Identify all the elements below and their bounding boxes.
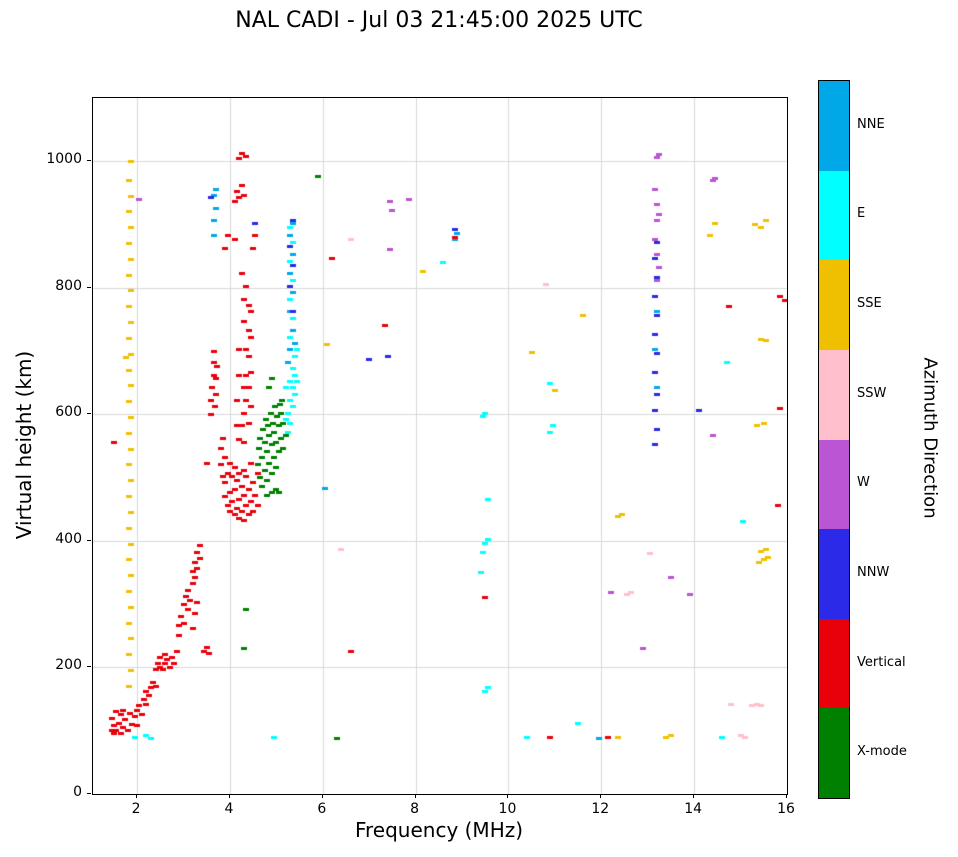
colorbar-label-e: E	[857, 206, 866, 222]
colorbar-segment-x-mode	[819, 708, 849, 798]
x-tick-label: 6	[317, 801, 327, 817]
colorbar-segment-nnw	[819, 529, 849, 619]
y-tick-mark	[87, 413, 91, 415]
y-tick-mark	[87, 160, 91, 162]
y-tick-label: 1000	[46, 151, 82, 168]
colorbar-label-vertical: Vertical	[857, 654, 906, 670]
colorbar-label-nnw: NNW	[857, 564, 890, 580]
y-tick-label: 400	[55, 530, 82, 547]
colorbar	[818, 80, 850, 799]
x-tick-label: 8	[410, 801, 420, 817]
colorbar-label-w: W	[857, 475, 870, 491]
y-tick-mark	[87, 286, 91, 288]
y-tick-mark	[87, 539, 91, 541]
colorbar-segment-sse	[819, 260, 849, 350]
x-axis-label: Frequency (MHz)	[354, 818, 524, 842]
y-tick-label: 0	[73, 784, 82, 800]
y-tick-label: 200	[55, 657, 82, 674]
x-tick-mark	[228, 794, 230, 798]
colorbar-segment-vertical	[819, 618, 849, 709]
colorbar-title: Azimuth Direction	[919, 357, 941, 519]
x-tick-label: 14	[684, 801, 703, 817]
y-axis-label: Virtual height (km)	[12, 350, 36, 540]
x-tick-mark	[414, 794, 416, 798]
x-tick-mark	[786, 794, 787, 798]
colorbar-label-sse: SSE	[857, 296, 882, 312]
plot-area	[92, 97, 788, 795]
y-tick-label: 800	[55, 277, 82, 294]
y-tick-mark	[87, 666, 91, 668]
colorbar-segment-e	[819, 170, 849, 261]
x-tick-label: 16	[777, 801, 795, 817]
x-tick-mark	[136, 794, 138, 798]
plot-canvas	[93, 98, 787, 794]
x-tick-mark	[507, 794, 509, 798]
y-tick-label: 600	[55, 404, 82, 421]
colorbar-segment-w	[819, 439, 849, 530]
x-tick-mark	[321, 794, 323, 798]
x-tick-label: 2	[131, 801, 141, 817]
colorbar-segment-nne	[819, 81, 849, 171]
colorbar-label-x-mode: X-mode	[857, 744, 907, 760]
x-tick-label: 12	[591, 801, 610, 817]
colorbar-label-nne: NNE	[857, 116, 885, 132]
colorbar-label-ssw: SSW	[857, 385, 887, 401]
x-tick-mark	[693, 794, 695, 798]
y-tick-mark	[87, 793, 91, 794]
chart-title: NAL CADI - Jul 03 21:45:00 2025 UTC	[235, 8, 643, 33]
x-tick-mark	[600, 794, 602, 798]
x-tick-label: 10	[498, 801, 517, 817]
colorbar-segment-ssw	[819, 349, 849, 440]
x-tick-label: 4	[224, 801, 234, 817]
